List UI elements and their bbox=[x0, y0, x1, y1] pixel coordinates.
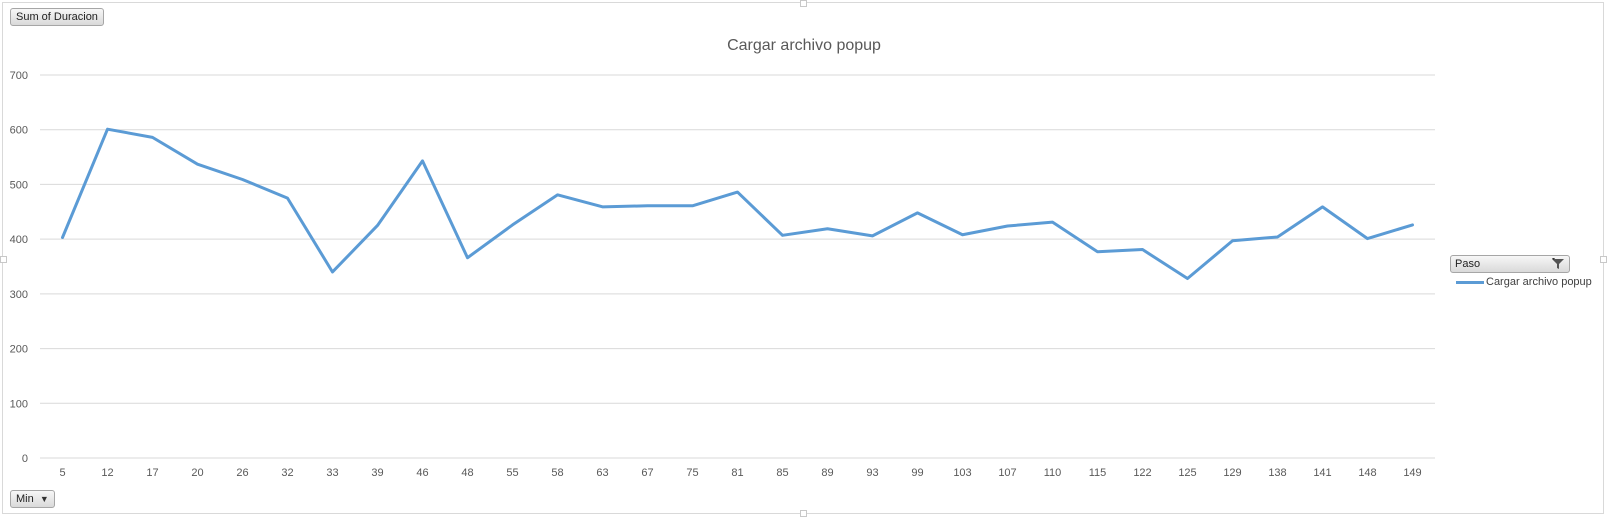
x-tick-label: 33 bbox=[326, 467, 338, 479]
data-point[interactable] bbox=[914, 209, 922, 217]
data-point[interactable] bbox=[869, 232, 877, 240]
data-point[interactable] bbox=[959, 231, 967, 239]
x-tick-label: 39 bbox=[371, 467, 383, 479]
x-tick-label: 75 bbox=[686, 467, 698, 479]
data-point[interactable] bbox=[464, 254, 472, 262]
resize-handle-bottom[interactable] bbox=[800, 510, 807, 517]
x-tick-label: 148 bbox=[1358, 467, 1376, 479]
x-tick-label: 55 bbox=[506, 467, 518, 479]
legend-line-swatch bbox=[1456, 280, 1484, 284]
y-tick-label: 500 bbox=[10, 179, 28, 191]
x-tick-label: 129 bbox=[1223, 467, 1241, 479]
x-tick-label: 5 bbox=[59, 467, 65, 479]
data-point[interactable] bbox=[329, 268, 337, 276]
x-tick-label: 103 bbox=[953, 467, 971, 479]
data-point[interactable] bbox=[104, 125, 112, 133]
x-tick-label: 63 bbox=[596, 467, 608, 479]
legend-entry[interactable]: Cargar archivo popup bbox=[1456, 276, 1592, 288]
data-point[interactable] bbox=[284, 194, 292, 202]
data-point[interactable] bbox=[1229, 237, 1237, 245]
y-tick-label: 600 bbox=[10, 125, 28, 137]
x-tick-label: 122 bbox=[1133, 467, 1151, 479]
y-tick-label: 200 bbox=[10, 344, 28, 356]
x-tick-label: 81 bbox=[731, 467, 743, 479]
x-tick-label: 89 bbox=[821, 467, 833, 479]
x-tick-label: 125 bbox=[1178, 467, 1196, 479]
data-point[interactable] bbox=[1139, 246, 1147, 254]
y-tick-label: 400 bbox=[10, 234, 28, 246]
x-tick-label: 46 bbox=[416, 467, 428, 479]
data-point[interactable] bbox=[509, 221, 517, 229]
x-tick-label: 141 bbox=[1313, 467, 1331, 479]
data-point[interactable] bbox=[824, 225, 832, 233]
x-tick-label: 110 bbox=[1044, 467, 1062, 479]
value-field-button[interactable]: Sum of Duracion bbox=[10, 8, 104, 26]
resize-handle-left[interactable] bbox=[0, 256, 7, 263]
x-tick-label: 58 bbox=[551, 467, 563, 479]
data-point[interactable] bbox=[689, 202, 697, 210]
data-point[interactable] bbox=[554, 191, 562, 199]
data-point[interactable] bbox=[59, 234, 67, 242]
y-tick-label: 100 bbox=[10, 398, 28, 410]
y-tick-label: 700 bbox=[10, 70, 28, 82]
axis-field-button[interactable]: Min ▼ bbox=[10, 490, 55, 508]
data-point[interactable] bbox=[599, 203, 607, 211]
x-tick-label: 107 bbox=[998, 467, 1016, 479]
data-point[interactable] bbox=[1319, 203, 1327, 211]
x-tick-label: 20 bbox=[191, 467, 203, 479]
data-point[interactable] bbox=[419, 157, 427, 165]
data-point[interactable] bbox=[734, 188, 742, 196]
data-point[interactable] bbox=[1364, 235, 1372, 243]
x-tick-label: 12 bbox=[101, 467, 113, 479]
resize-handle-top[interactable] bbox=[800, 0, 807, 7]
data-point[interactable] bbox=[1049, 218, 1057, 226]
data-point[interactable] bbox=[374, 221, 382, 229]
data-point[interactable] bbox=[149, 133, 157, 141]
y-tick-label: 0 bbox=[22, 453, 28, 465]
y-tick-label: 300 bbox=[10, 289, 28, 301]
value-field-label: Sum of Duracion bbox=[16, 11, 98, 23]
x-tick-label: 99 bbox=[911, 467, 923, 479]
data-point[interactable] bbox=[1004, 222, 1012, 230]
x-tick-label: 115 bbox=[1089, 467, 1107, 479]
x-tick-label: 67 bbox=[641, 467, 653, 479]
chart-title[interactable]: Cargar archivo popup bbox=[727, 37, 881, 54]
x-tick-label: 17 bbox=[146, 467, 158, 479]
axis-field-label: Min bbox=[16, 493, 34, 505]
data-point[interactable] bbox=[1094, 248, 1102, 256]
data-point[interactable] bbox=[644, 202, 652, 210]
data-point[interactable] bbox=[1409, 221, 1417, 229]
legend-entry-label: Cargar archivo popup bbox=[1486, 276, 1592, 288]
x-tick-label: 26 bbox=[236, 467, 248, 479]
dropdown-arrow-icon[interactable]: ▼ bbox=[39, 494, 49, 504]
resize-handle-right[interactable] bbox=[1600, 256, 1607, 263]
x-tick-label: 93 bbox=[866, 467, 878, 479]
data-point[interactable] bbox=[779, 231, 787, 239]
data-point[interactable] bbox=[1274, 233, 1282, 241]
data-point[interactable] bbox=[1184, 275, 1192, 283]
data-point[interactable] bbox=[239, 176, 247, 184]
legend-field-button[interactable]: Paso bbox=[1450, 255, 1570, 273]
x-tick-label: 48 bbox=[461, 467, 473, 479]
series-line[interactable] bbox=[61, 127, 1414, 281]
x-tick-label: 32 bbox=[281, 467, 293, 479]
x-tick-label: 138 bbox=[1268, 467, 1286, 479]
x-tick-label: 85 bbox=[776, 467, 788, 479]
legend-field-label: Paso bbox=[1455, 258, 1481, 270]
filter-icon[interactable] bbox=[1551, 257, 1565, 271]
data-point[interactable] bbox=[194, 160, 202, 168]
x-tick-label: 149 bbox=[1403, 467, 1421, 479]
